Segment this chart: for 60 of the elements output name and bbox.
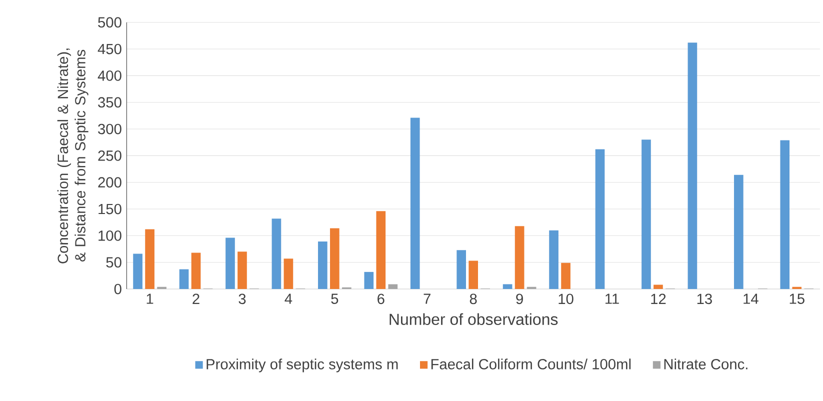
legend-label: Proximity of septic systems m	[206, 358, 398, 372]
bar	[468, 260, 478, 290]
y-tick-label: 100	[98, 230, 122, 241]
bar	[561, 262, 570, 290]
y-tick-label: 0	[114, 284, 122, 294]
y-tick-label: 50	[106, 257, 122, 268]
bar	[456, 250, 466, 290]
bar	[238, 252, 247, 290]
legend-label: Nitrate Conc.	[664, 358, 748, 370]
x-tick-label: 13	[697, 294, 712, 304]
bar	[376, 211, 386, 290]
bar	[410, 118, 420, 290]
x-tick-label: 9	[516, 294, 523, 304]
x-tick-label: 4	[284, 294, 292, 304]
bar	[549, 230, 558, 290]
y-tick-label: 250	[98, 150, 122, 161]
bar	[318, 242, 328, 290]
bar	[145, 229, 154, 290]
y-tick-label: 350	[98, 97, 122, 108]
bar	[179, 269, 189, 290]
bar	[388, 284, 398, 290]
x-tick-label: 3	[238, 294, 246, 304]
bar	[157, 286, 166, 290]
bar	[330, 228, 340, 290]
y-tick-label: 400	[98, 70, 122, 81]
x-tick-label: 12	[651, 294, 666, 304]
y-axis-title: Concentration (Faecal & Nitrate), & Distance from Septic Systems	[57, 48, 88, 264]
bar	[502, 284, 512, 290]
bar	[514, 226, 524, 290]
bar	[688, 42, 698, 290]
x-tick-label: 11	[606, 294, 619, 304]
bar	[734, 174, 744, 290]
bar	[780, 140, 790, 290]
bar	[272, 218, 282, 290]
bar	[595, 149, 605, 290]
bar	[792, 286, 802, 290]
bar	[191, 252, 201, 290]
y-tick-label: 500	[98, 17, 122, 28]
y-tick-label: 450	[98, 44, 122, 54]
x-tick-label: 2	[192, 294, 200, 304]
bar	[284, 258, 294, 290]
x-tick-label: 7	[424, 294, 430, 304]
x-tick-label: 1	[146, 294, 154, 304]
y-tick-label: 200	[98, 177, 122, 188]
bar	[133, 254, 142, 290]
x-tick-label: 6	[378, 294, 384, 304]
x-tick-label: 8	[470, 294, 477, 304]
bar	[642, 140, 651, 290]
bar	[364, 272, 374, 290]
bar	[654, 284, 663, 290]
x-tick-label: 15	[790, 294, 804, 304]
x-tick-label: 10	[558, 294, 574, 304]
y-tick-label: 150	[98, 204, 122, 214]
x-tick-label: 5	[331, 294, 338, 304]
bar	[226, 238, 235, 290]
x-axis-title: Number of observations	[390, 313, 558, 325]
bar	[526, 286, 536, 290]
y-tick-label: 300	[98, 124, 122, 134]
legend-label: Faecal Coliform Counts/ 100ml	[431, 358, 631, 370]
x-tick-label: 14	[744, 294, 758, 304]
